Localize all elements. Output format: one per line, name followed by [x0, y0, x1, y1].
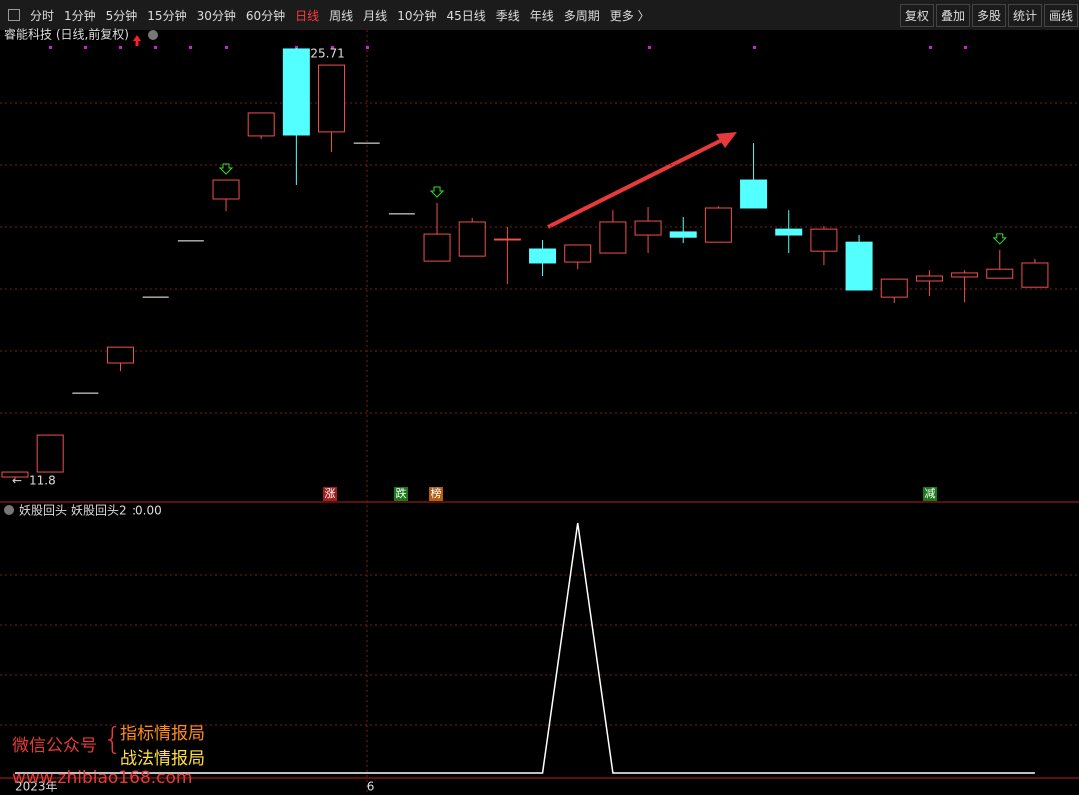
annotation-arrowhead [716, 132, 737, 148]
candle-body [247, 112, 275, 137]
indicator-title: 妖股回头 [19, 504, 67, 518]
signal-arrow [218, 163, 234, 175]
tool-button[interactable]: 统计 [1007, 4, 1042, 27]
period-tab[interactable]: 60分钟 [245, 8, 286, 23]
candle-body [845, 241, 873, 291]
tag-bg [394, 487, 408, 501]
candle-body [810, 228, 838, 252]
indicator-line [15, 522, 1035, 774]
period-tab[interactable]: 多周期 [563, 8, 600, 23]
tool-button[interactable]: 画线 [1043, 4, 1078, 27]
candle-body [458, 221, 486, 257]
period-tab[interactable]: 45日线 [446, 8, 486, 23]
candle-body [740, 179, 768, 209]
candle-body [318, 64, 346, 133]
signal-arrow [429, 186, 445, 198]
candle-body [951, 272, 979, 278]
marker-dot [929, 46, 932, 49]
indicator-value: 0.00 [135, 504, 162, 518]
tool-button[interactable]: 叠加 [935, 4, 970, 27]
watermark-url: www.zhibiao168.com [12, 768, 193, 788]
period-tab[interactable]: 30分钟 [196, 8, 236, 23]
tag-bg [429, 487, 443, 501]
watermark-account: 微信公众号 [12, 736, 97, 756]
indicator-colon: : [132, 504, 136, 518]
menu-icon[interactable] [8, 9, 20, 21]
dropdown-icon[interactable] [148, 30, 158, 40]
period-tab[interactable]: 月线 [363, 8, 388, 23]
indicator-series-name: 妖股回头2 [71, 504, 127, 518]
x-tick-label: 6 [367, 780, 375, 794]
brace: { [103, 722, 123, 757]
candle-body [423, 233, 451, 262]
candle-body [915, 275, 943, 282]
marker-dot [331, 46, 334, 49]
candle-body [107, 346, 135, 364]
max-label: 25.71 [310, 47, 344, 61]
candle-body [986, 268, 1014, 279]
tag: 跌 [396, 486, 407, 500]
marker-dot [225, 46, 228, 49]
watermark-name: 战法情报局 [120, 749, 205, 769]
period-toolbar: 分时 1分钟 5分钟 15分钟 30分钟 60分钟 日线 周线 月线 10分钟 45日线 季线 年线 多周… [0, 0, 1079, 30]
min-arrow: ← [12, 474, 22, 488]
tag-bg [323, 487, 337, 501]
candle-body [599, 221, 627, 254]
candle-body [1021, 262, 1049, 288]
tool-button[interactable]: 复权 [899, 4, 934, 27]
candle-body [36, 434, 64, 473]
marker-dot [119, 46, 122, 49]
candle-body [529, 248, 557, 264]
marker-dot [189, 46, 192, 49]
period-tab[interactable]: 10分钟 [397, 8, 437, 23]
candle-body [634, 220, 662, 236]
up-icon [133, 35, 141, 46]
marker-dot [648, 46, 651, 49]
period-tab[interactable]: 5分钟 [105, 8, 138, 23]
marker-dot [295, 46, 298, 49]
signal-arrow [992, 233, 1007, 245]
period-list: 分时 1分钟 5分钟 15分钟 30分钟 60分钟 日线 周线 月线 10分钟 45日线 季线 年线 多周… [25, 7, 655, 24]
period-tab[interactable]: 更多 〉 [609, 8, 650, 23]
candle-body [704, 207, 732, 243]
candle-body [493, 238, 521, 241]
candle-body [1, 471, 29, 478]
period-tab[interactable]: 1分钟 [64, 8, 96, 23]
period-tab[interactable]: 15分钟 [147, 8, 187, 23]
period-tab[interactable]: 日线 [295, 8, 320, 23]
tag: 涨 [325, 487, 336, 500]
marker-dot [49, 46, 52, 49]
period-tab[interactable]: 周线 [329, 8, 354, 23]
candle-body [775, 228, 803, 236]
tool-buttons: 复权 叠加 多股 统计 画线 [899, 4, 1079, 27]
period-tab[interactable]: 年线 [529, 8, 554, 23]
tag: 减 [925, 487, 936, 500]
candle-body [212, 179, 240, 200]
dropdown-icon[interactable] [4, 505, 14, 515]
chart-title: 睿能科技 (日线,前复权) [4, 27, 129, 42]
marker-dot [753, 46, 756, 49]
candle-body [880, 278, 908, 298]
marker-dot [84, 46, 87, 49]
tag: 榜 [431, 486, 442, 500]
annotation-arrow [547, 135, 729, 229]
x-tick-label: 2023年 [15, 780, 58, 794]
candle-body [669, 231, 697, 238]
marker-dot [154, 46, 157, 49]
tag-bg [923, 487, 937, 501]
candle-body [564, 244, 592, 263]
period-tab[interactable]: 分时 [30, 8, 55, 23]
watermark-name: 指标情报局 [120, 724, 205, 744]
period-tab[interactable]: 季线 [495, 8, 520, 23]
marker-dot [366, 46, 369, 49]
min-label: 11.8 [29, 474, 56, 488]
tool-button[interactable]: 多股 [971, 4, 1006, 27]
marker-dot [964, 46, 967, 49]
candle-body [282, 48, 310, 136]
